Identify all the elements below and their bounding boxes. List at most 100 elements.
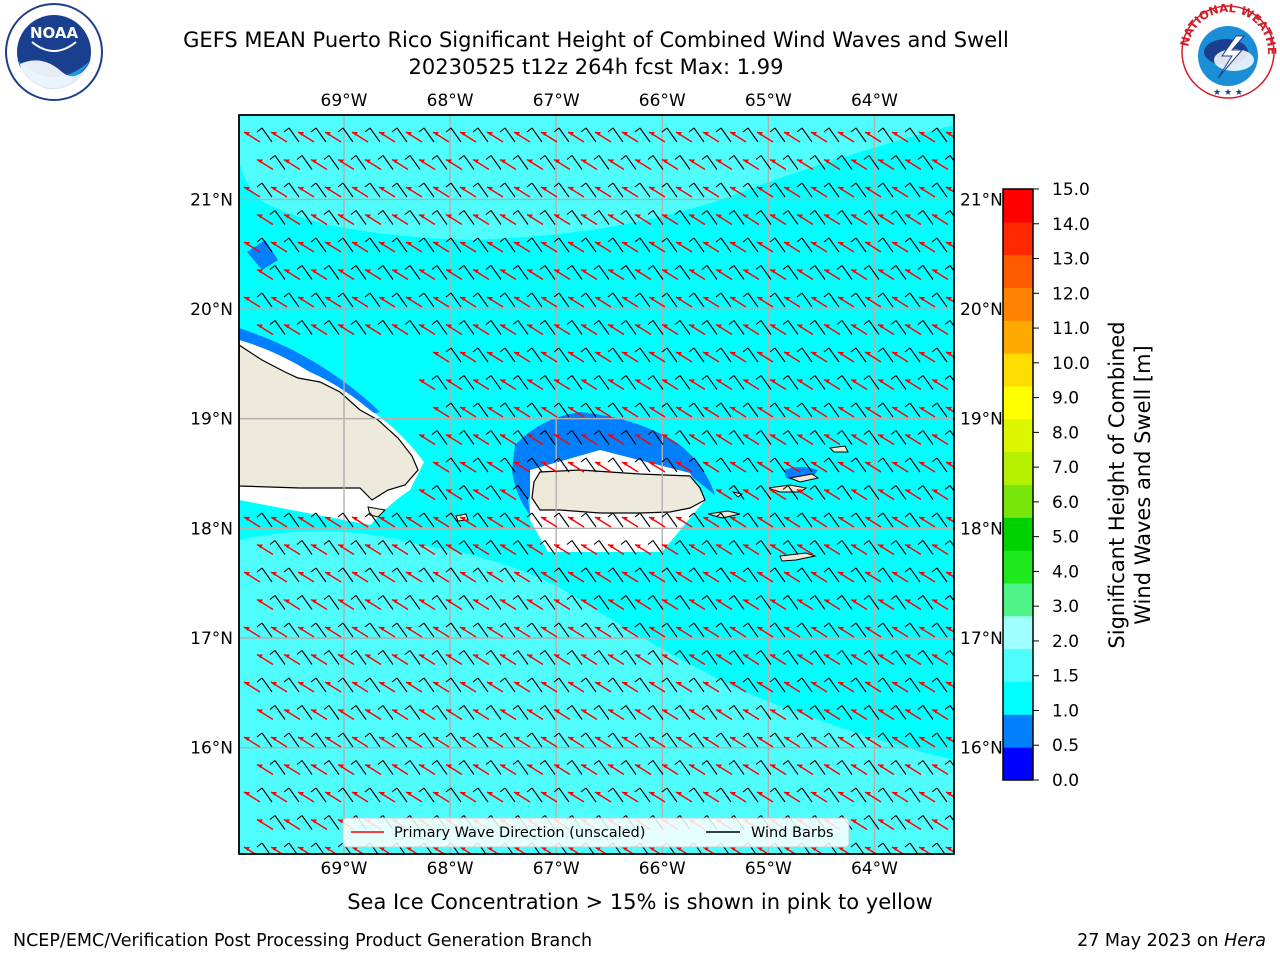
wave-arrow-head	[514, 572, 520, 576]
wind-barb-flag	[742, 732, 749, 738]
wind-barb-flag	[959, 623, 964, 627]
wind-barb-flag	[256, 237, 263, 243]
wave-arrow-head	[892, 792, 898, 796]
wind-barb-flag	[553, 402, 560, 408]
wind-barb-flag	[877, 512, 884, 518]
wind-barb	[598, 375, 610, 390]
wave-arrow-head	[487, 407, 493, 411]
wind-barb	[598, 705, 610, 720]
wind-barb-flag	[364, 512, 371, 518]
wind-barb	[922, 430, 934, 445]
wind-barb-flag	[769, 292, 776, 298]
wind-barb	[369, 567, 381, 583]
wind-barb-flag	[391, 292, 398, 298]
wind-barb	[261, 292, 273, 308]
wave-arrow-head	[406, 187, 412, 191]
wind-barb	[531, 237, 543, 253]
wave-arrow-head	[554, 709, 560, 714]
wind-barb	[436, 595, 448, 610]
wave-arrow-head	[932, 214, 938, 219]
wind-barb-flag	[296, 815, 303, 820]
wind-barb-flag	[945, 871, 950, 875]
colorbar-tick-label: 14.0	[1052, 215, 1090, 235]
wind-barb-flag	[863, 650, 870, 655]
wind-barb	[436, 265, 448, 280]
wind-barb-flag	[566, 210, 573, 215]
wind-barb-flag	[350, 210, 357, 215]
wind-barb	[517, 540, 529, 555]
wind-barb	[747, 402, 759, 418]
wave-arrow-head	[446, 159, 452, 164]
wave-arrow-head	[568, 242, 574, 246]
wind-barb-flag	[431, 375, 438, 380]
wind-barb-flag	[269, 155, 276, 160]
wind-barb	[450, 787, 462, 803]
wind-barb	[612, 347, 624, 363]
wind-barb	[409, 210, 421, 225]
wind-barb-flag	[917, 430, 924, 435]
colorbar-bin	[1003, 320, 1033, 354]
wind-barb-flag	[917, 595, 924, 600]
wave-arrow-head	[500, 544, 506, 549]
wind-barb	[909, 237, 921, 253]
wind-barb	[301, 155, 313, 170]
wave-arrow-head	[716, 434, 722, 439]
chart-subtitle: 20230525 t12z 264h fcst Max: 1.99	[408, 55, 784, 79]
wind-barb	[922, 375, 934, 390]
wind-barb	[652, 595, 664, 610]
wind-barb	[544, 155, 556, 170]
wind-barb-flag	[863, 485, 870, 490]
wave-arrow-head	[581, 324, 587, 329]
wind-barb	[652, 265, 664, 280]
wave-arrow-head	[419, 544, 425, 549]
wave-arrow-head	[703, 682, 709, 686]
wave-arrow-head	[919, 572, 925, 576]
wind-barb	[855, 402, 867, 418]
wind-barb	[598, 540, 610, 555]
wave-arrow-head	[689, 654, 695, 659]
wind-barb-flag	[539, 320, 546, 325]
wave-arrow-head	[784, 517, 790, 521]
wave-arrow-head	[892, 462, 898, 466]
wind-barb-flag	[270, 871, 275, 875]
wind-barb	[760, 485, 772, 500]
wave-arrow-head	[487, 682, 493, 686]
wave-arrow-head	[716, 544, 722, 549]
wind-barb-flag	[593, 210, 600, 215]
wind-barb-flag	[850, 677, 857, 683]
wind-barb-flag	[931, 842, 938, 848]
wind-barb-flag	[337, 127, 344, 133]
wind-barb	[936, 127, 948, 143]
wind-barb	[450, 127, 462, 143]
wave-arrow-head	[514, 187, 520, 191]
wind-barb-flag	[796, 292, 803, 298]
wind-barb-flag	[553, 622, 560, 628]
wave-arrow-head	[689, 709, 695, 714]
wave-arrow-head	[689, 764, 695, 769]
wind-barb-flag	[620, 265, 627, 270]
wind-barb	[828, 677, 840, 693]
wind-barb-flag	[877, 677, 884, 683]
land-saona	[367, 506, 387, 518]
wind-barb	[747, 347, 759, 363]
wave-arrow-head	[446, 434, 452, 439]
wind-barb-flag	[593, 540, 600, 545]
wave-arrow-head	[824, 379, 830, 384]
wave-arrow-head	[271, 517, 277, 521]
wind-barb-flag	[782, 265, 789, 270]
wind-barb-flag	[634, 237, 641, 243]
wind-barb	[315, 237, 327, 253]
wind-barb-flag	[499, 127, 506, 133]
wind-barb-flag	[391, 732, 398, 738]
wave-arrow-head	[271, 737, 277, 741]
wind-barb-flag	[539, 760, 546, 765]
wind-barb	[612, 787, 624, 803]
wind-barb	[504, 182, 516, 198]
wind-barb-flag	[661, 402, 668, 408]
wave-arrow-head	[473, 269, 479, 274]
wind-barb-flag	[350, 760, 357, 765]
wind-barb-flag	[769, 402, 776, 408]
wind-barb	[436, 540, 448, 555]
wind-barb	[301, 760, 313, 775]
wind-barb-flag	[607, 457, 614, 463]
